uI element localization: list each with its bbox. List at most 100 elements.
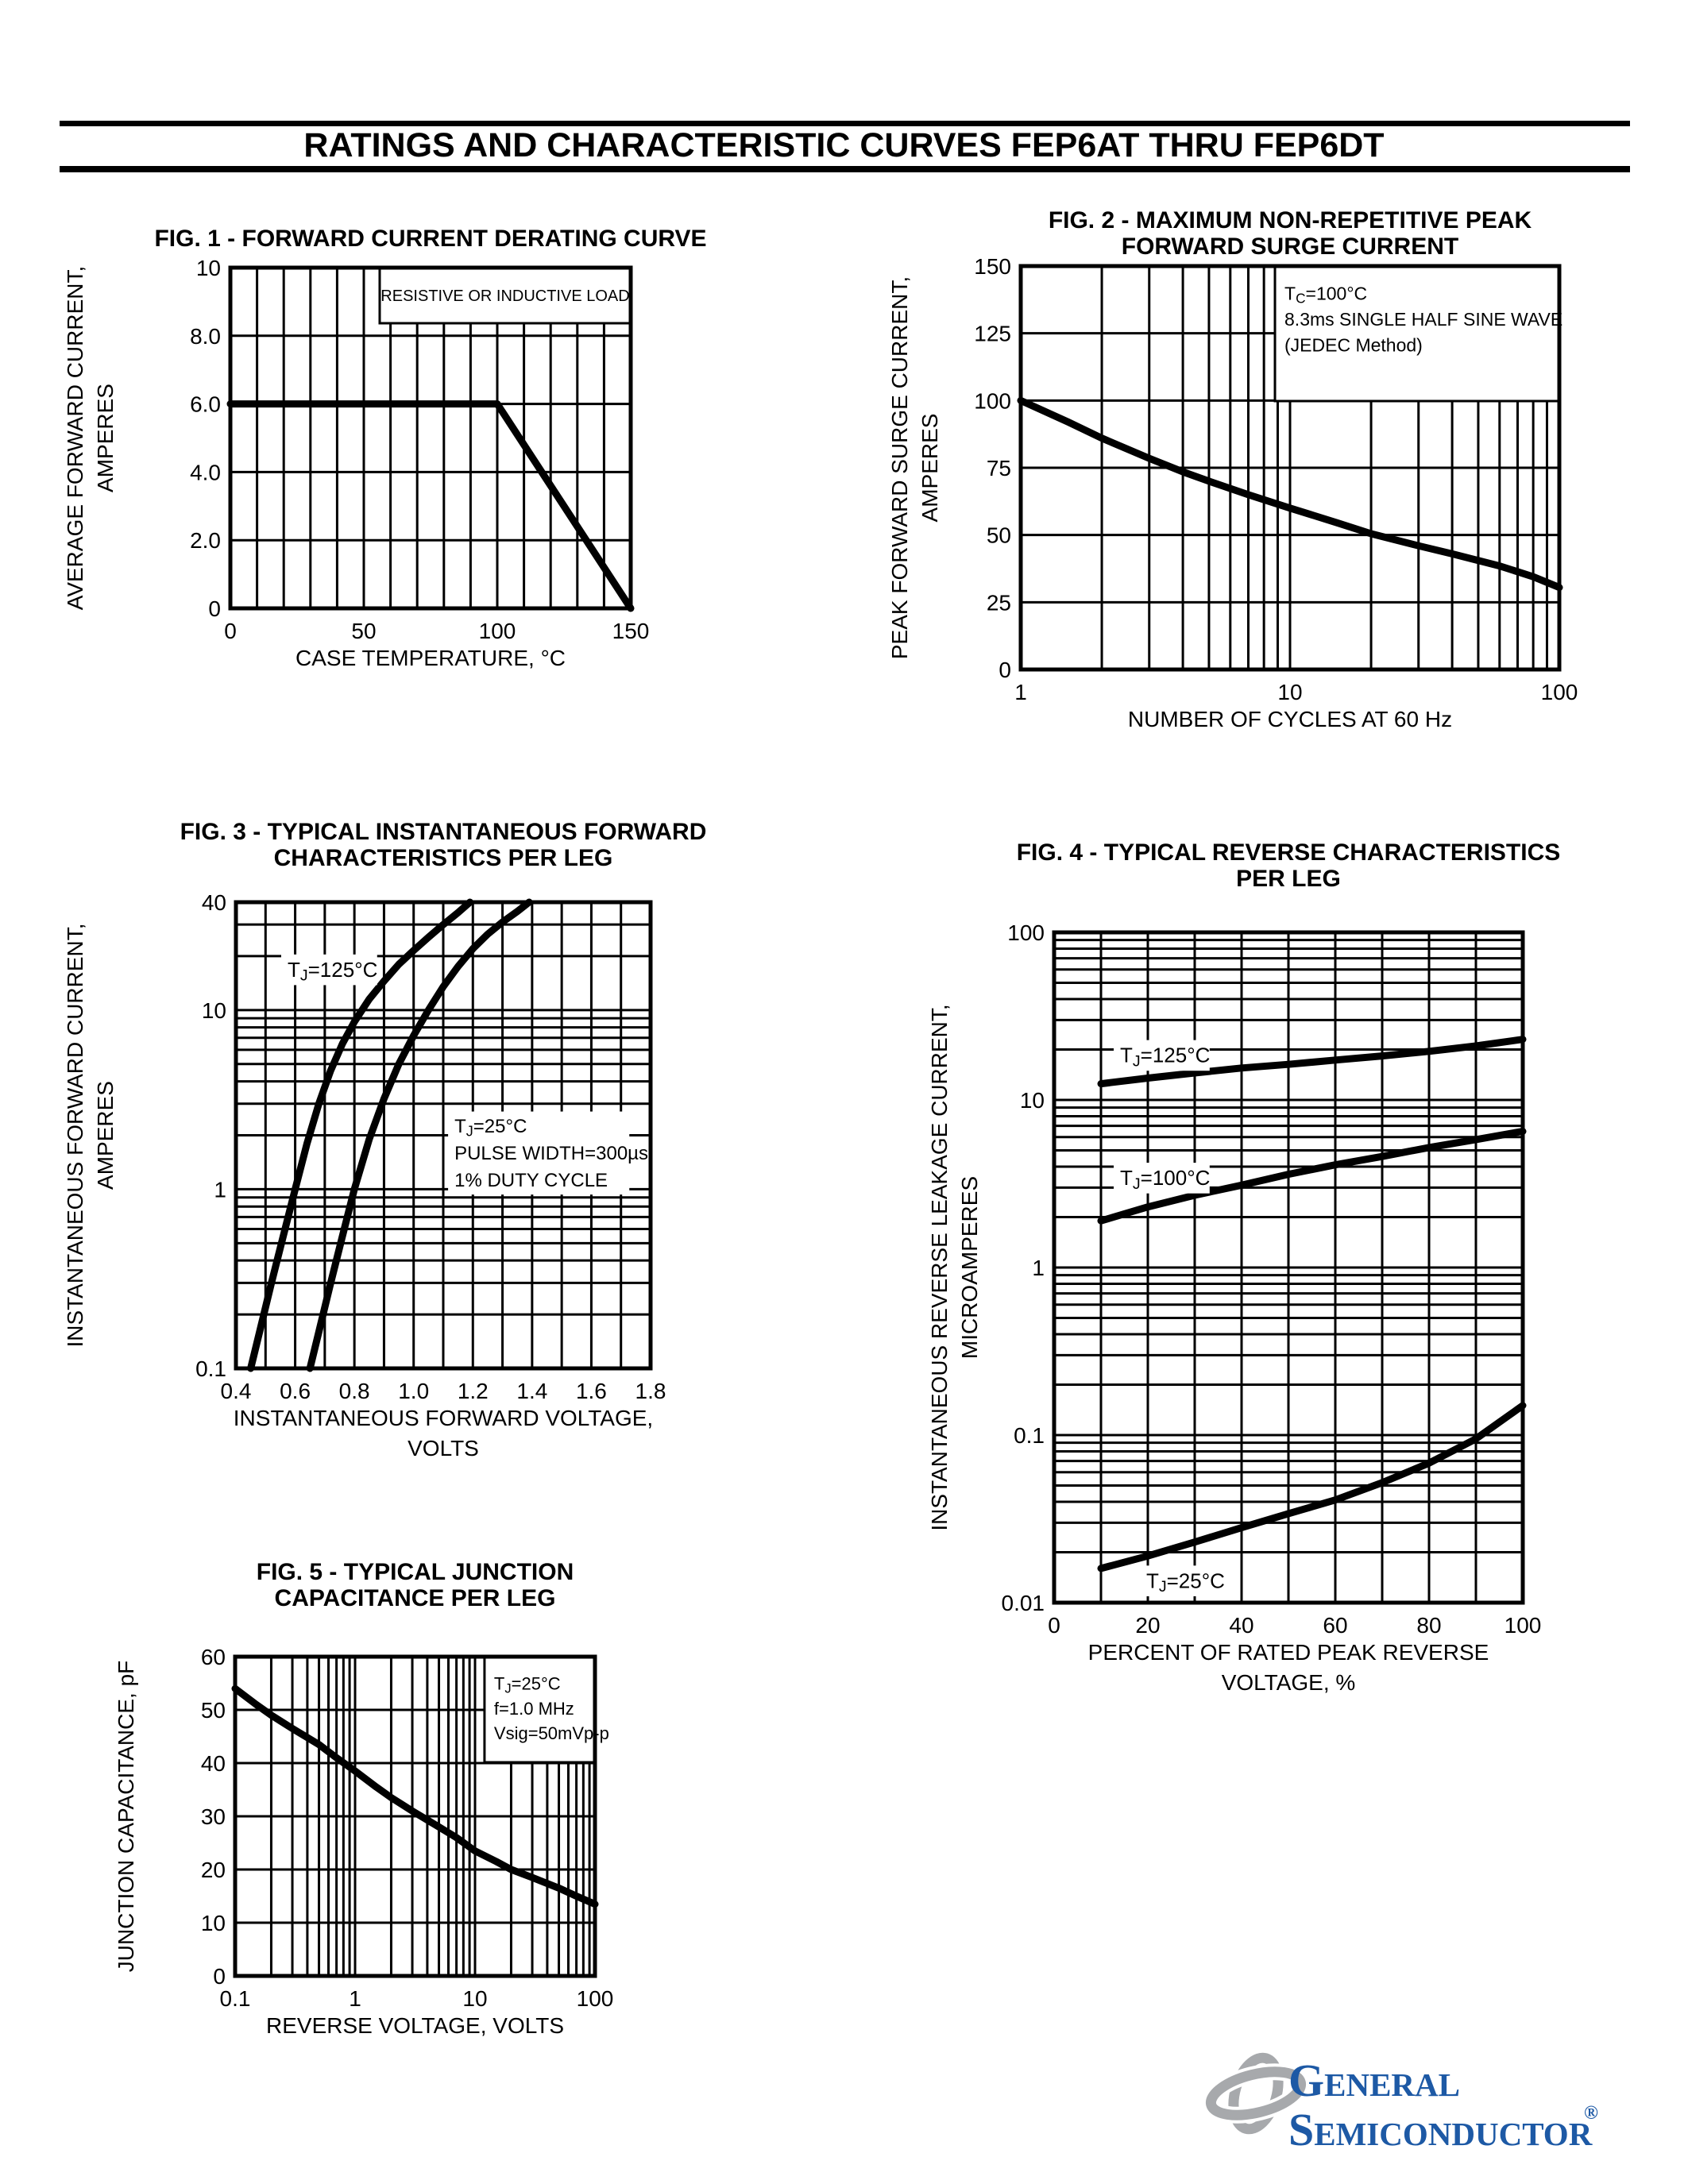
y-tick-label: 30 xyxy=(201,1804,226,1829)
annotation-box xyxy=(483,1655,597,1764)
title-rule-bottom xyxy=(60,166,1630,172)
annotation-mask xyxy=(448,1111,630,1195)
curve-tj-100c xyxy=(1097,1128,1527,1225)
annotation-text-segment: T xyxy=(1284,283,1296,303)
annotation-text-segment: =25°C xyxy=(512,1674,561,1694)
x-axis-label: CASE TEMPERATURE, °C xyxy=(295,646,566,670)
y-tick-label: 125 xyxy=(974,322,1011,346)
fig3-instantaneous-forward-characteristics-chart: TJ=125°C TJ=25°C PULSE WIDTH=300µs 1% DUTY … xyxy=(63,819,707,1461)
y-tick-label: 0.01 xyxy=(1002,1591,1045,1615)
y-tick-label: 0.1 xyxy=(1014,1423,1045,1448)
annotation-text-segment: T xyxy=(454,1116,466,1137)
x-tick-label: 1.0 xyxy=(398,1379,429,1403)
chart-title: FIG. 1 - FORWARD CURRENT DERATING CURVE xyxy=(154,226,706,252)
x-tick-label: 1 xyxy=(1014,680,1027,704)
general-semiconductor-emblem-icon xyxy=(1202,2052,1310,2135)
curve-junction-capacitance xyxy=(231,1684,599,1908)
curve-tj-25c xyxy=(306,898,533,1372)
x-axis-label: NUMBER OF CYCLES AT 60 Hz xyxy=(1128,707,1452,731)
annotation-text-segment: =125°C xyxy=(308,958,378,982)
annotation-text-segment: =125°C xyxy=(1141,1044,1211,1067)
y-tick-label: 20 xyxy=(201,1858,226,1882)
fig2-peak-forward-surge-current-chart: TC=100°C 8.3ms SINGLE HALF SINE WAVE (JEDE… xyxy=(887,207,1578,731)
subscript-text: J xyxy=(1159,1578,1167,1596)
annotation-text-segment: 8.3ms SINGLE HALF SINE WAVE xyxy=(1284,309,1562,330)
annotation-text: TJ=25°C xyxy=(1146,1569,1225,1596)
annotation-text: PULSE WIDTH=300µs xyxy=(454,1143,648,1164)
y-tick-label: 10 xyxy=(201,1911,226,1935)
y-axis-label: INSTANTANEOUS REVERSE LEAKAGE CURRENT, xyxy=(927,1004,952,1530)
annotation-mask xyxy=(280,954,377,986)
x-tick-label: 1.4 xyxy=(516,1379,547,1403)
annotation-box xyxy=(1273,264,1561,403)
annotation-text-segment: =25°C xyxy=(1167,1569,1225,1592)
annotation-text: RESISTIVE OR INDUCTIVE LOAD xyxy=(380,287,629,305)
x-tick-label: 0.6 xyxy=(280,1379,311,1403)
x-tick-label: 40 xyxy=(1229,1613,1253,1638)
fig5-typical-junction-capacitance-chart: TJ=25°C f=1.0 MHz Vsig=50mVp-p FIG. 5 - TYP… xyxy=(114,1559,614,2038)
annotation-text-segment: T xyxy=(1120,1166,1133,1190)
annotation-text: TJ=125°C xyxy=(288,958,377,985)
chart-title: FIG. 5 - TYPICAL JUNCTION xyxy=(257,1559,574,1585)
x-tick-label: 1 xyxy=(349,1986,361,2011)
x-tick-label: 1.6 xyxy=(576,1379,607,1403)
plot-border xyxy=(233,1654,597,1978)
annotation-text: TJ=125°C xyxy=(1120,1044,1210,1071)
y-tick-label: 10 xyxy=(202,998,226,1023)
y-tick-label: 10 xyxy=(196,256,221,280)
x-tick-label: 10 xyxy=(1277,680,1302,704)
y-tick-label: 1 xyxy=(1032,1256,1045,1280)
annotation-text-segment: Vsig=50mVp-p xyxy=(494,1723,609,1743)
y-axis-label: INSTANTANEOUS FORWARD CURRENT, xyxy=(63,923,87,1347)
x-tick-label: 100 xyxy=(479,619,516,643)
curve-peak-forward-surge-current xyxy=(1017,396,1563,592)
x-tick-label: 100 xyxy=(1505,1613,1542,1638)
registered-trademark-symbol: ® xyxy=(1584,2103,1598,2124)
annotation-text: (JEDEC Method) xyxy=(1284,335,1423,356)
y-tick-label: 100 xyxy=(1007,920,1045,945)
plot-border xyxy=(234,900,653,1371)
annotation-text-segment: T xyxy=(1146,1569,1159,1592)
y-axis-label: AVERAGE FORWARD CURRENT, xyxy=(63,266,87,611)
chart-title: FIG. 3 - TYPICAL INSTANTANEOUS FORWARD xyxy=(180,819,707,845)
x-axis-label: VOLTAGE, % xyxy=(1222,1670,1356,1695)
x-tick-label: 100 xyxy=(1541,680,1578,704)
x-axis-label: PERCENT OF RATED PEAK REVERSE xyxy=(1088,1640,1489,1665)
annotation-text: TJ=25°C xyxy=(454,1116,527,1139)
annotation-text-segment: T xyxy=(1120,1044,1133,1067)
y-tick-label: 0 xyxy=(208,596,221,621)
subscript-text: C xyxy=(1296,291,1305,307)
annotation-text: f=1.0 MHz xyxy=(494,1699,574,1719)
x-tick-label: 0 xyxy=(1048,1613,1060,1638)
chart-title: CAPACITANCE PER LEG xyxy=(275,1585,556,1611)
y-tick-label: 50 xyxy=(987,523,1011,548)
chart-title: CHARACTERISTICS PER LEG xyxy=(274,845,613,871)
chart-title: PER LEG xyxy=(1236,866,1341,892)
annotation-mask xyxy=(1114,1040,1210,1071)
x-tick-label: 60 xyxy=(1323,1613,1347,1638)
x-tick-label: 50 xyxy=(351,619,376,643)
annotation-text-segment: =100°C xyxy=(1306,283,1368,303)
y-tick-label: 4.0 xyxy=(190,460,221,484)
curve-average-forward-current xyxy=(226,400,635,612)
x-tick-label: 100 xyxy=(577,1986,614,2011)
subscript-text: J xyxy=(1133,1052,1141,1070)
annotation-text: TJ=25°C xyxy=(494,1674,561,1696)
chart-title: FORWARD SURGE CURRENT xyxy=(1122,233,1458,260)
y-axis-label: MICROAMPERES xyxy=(957,1176,982,1359)
x-tick-label: 0 xyxy=(224,619,237,643)
y-tick-label: 150 xyxy=(974,254,1011,279)
page-title: RATINGS AND CHARACTERISTIC CURVES FEP6AT… xyxy=(303,126,1385,164)
x-axis-label: VOLTS xyxy=(408,1436,479,1461)
annotation-text: 1% DUTY CYCLE xyxy=(454,1170,608,1191)
annotation-text: Vsig=50mVp-p xyxy=(494,1723,609,1743)
x-tick-label: 20 xyxy=(1135,1613,1160,1638)
y-tick-label: 40 xyxy=(202,890,226,915)
y-tick-label: 0 xyxy=(999,658,1011,682)
y-tick-label: 2.0 xyxy=(190,528,221,553)
y-axis-label: AMPERES xyxy=(93,1081,118,1190)
y-axis-label: JUNCTION CAPACITANCE, pF xyxy=(114,1661,138,1973)
curve-tj-125c xyxy=(247,898,474,1372)
annotation-text-segment: PULSE WIDTH=300µs xyxy=(454,1143,648,1164)
